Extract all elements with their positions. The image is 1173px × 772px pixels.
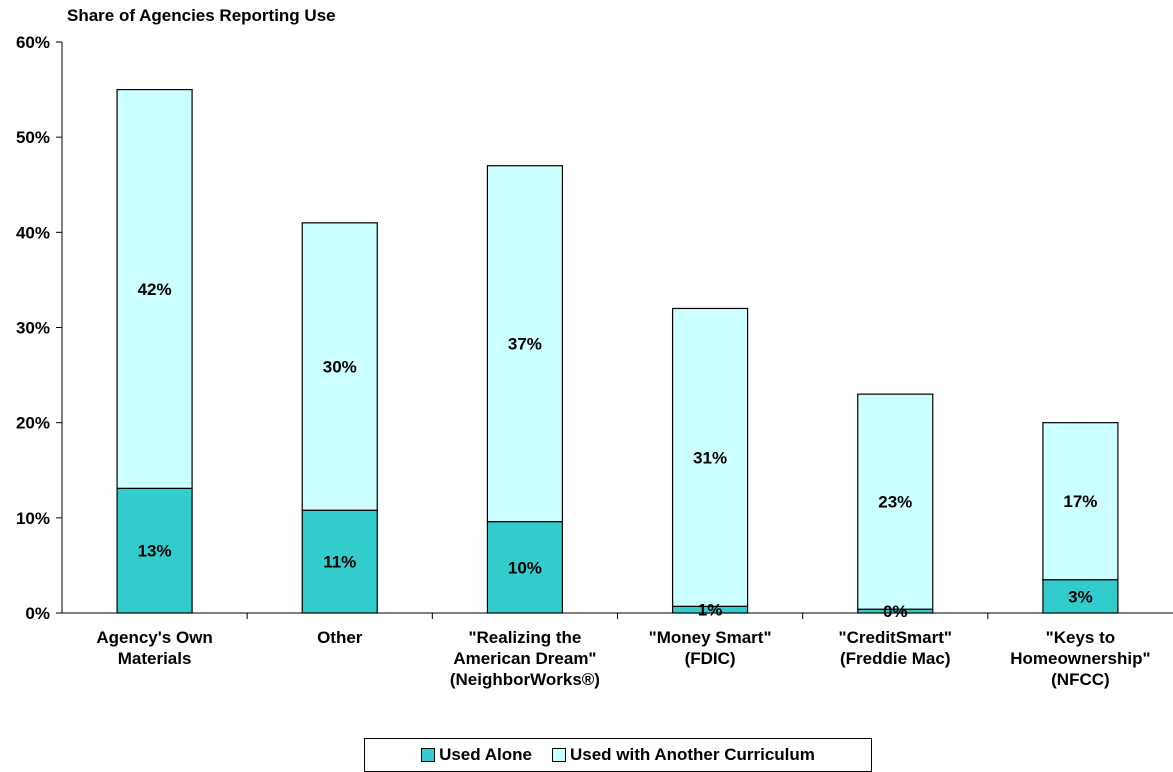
legend-item-used-alone: Used Alone [421,745,532,765]
data-label: 23% [878,493,912,512]
x-axis [62,613,1173,619]
y-tick-label: 10% [16,509,50,528]
data-label: 13% [138,542,172,561]
y-axis: 0% 10% 20% 30% 40% 50% 60% [16,33,62,623]
data-label: 37% [508,335,542,354]
y-tick-label: 60% [16,33,50,52]
y-tick-label: 0% [25,604,50,623]
data-label: 0% [883,602,908,621]
x-tick-labels: Agency's Own Materials Other "Realizing the… [96,628,1150,689]
legend: Used Alone Used with Another Curriculum [364,738,872,772]
legend-swatch-used-with-another [552,748,566,762]
y-tick-label: 20% [16,414,50,433]
x-tick-label: "CreditSmart" (Freddie Mac) [839,628,952,668]
y-tick-label: 30% [16,319,50,338]
y-tick-label: 40% [16,223,50,242]
data-label: 31% [693,448,727,467]
x-tick-label: Other [317,628,363,647]
data-label: 1% [698,601,723,620]
x-tick-label: "Money Smart" (FDIC) [649,628,772,668]
stacked-bar-chart: 0%10%20%30%40%50%60% 13%42%11%30%10%37%1… [0,0,1173,735]
data-label: 30% [323,358,357,377]
x-tick-label: Agency's Own Materials [96,628,212,668]
legend-label-used-with-another: Used with Another Curriculum [570,745,815,765]
x-tick-label: "Realizing the American Dream" (NeighborWo… [450,628,600,689]
data-label: 10% [508,558,542,577]
data-label: 17% [1063,492,1097,511]
x-tick-label: "Keys to Homeownership" (NFCC) [1010,628,1150,689]
data-label: 3% [1068,587,1093,606]
data-label: 42% [138,280,172,299]
legend-item-used-with-another: Used with Another Curriculum [552,745,815,765]
y-tick-label: 50% [16,128,50,147]
data-labels: 13% 42% 11% 30% 10% 37% 1% 31% 0% 23% 3% 17% [138,280,1098,621]
data-label: 11% [323,553,356,572]
legend-swatch-used-alone [421,748,435,762]
legend-label-used-alone: Used Alone [439,745,532,765]
bars [117,90,1118,613]
